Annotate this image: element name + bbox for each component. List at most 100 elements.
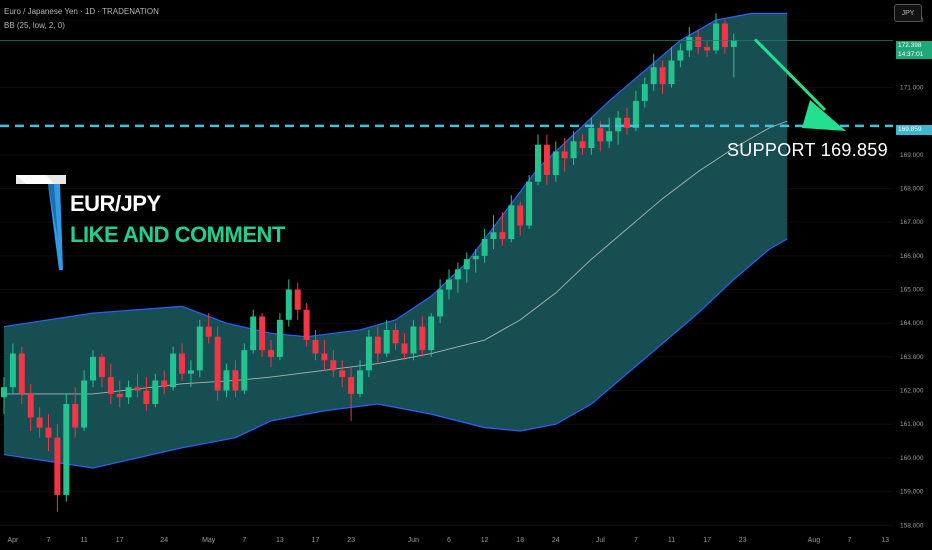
candle bbox=[730, 33, 737, 78]
time-tick-label: 7 bbox=[242, 537, 246, 544]
candle bbox=[446, 269, 452, 300]
time-tick-label: 12 bbox=[481, 537, 489, 544]
candle bbox=[472, 249, 479, 273]
candle-body bbox=[223, 370, 230, 391]
time-tick-label: 23 bbox=[739, 537, 747, 544]
candle bbox=[214, 326, 221, 401]
candle bbox=[526, 175, 533, 229]
candle bbox=[570, 131, 577, 165]
candle-body bbox=[383, 329, 390, 354]
candle bbox=[632, 90, 639, 132]
candle bbox=[668, 47, 675, 88]
candle-body bbox=[205, 326, 212, 337]
candle-body bbox=[508, 205, 515, 240]
candle-body bbox=[543, 144, 550, 176]
candle bbox=[659, 60, 666, 95]
indicator-legend[interactable]: BB (25, low, 2, 0) bbox=[4, 21, 65, 30]
candle-body bbox=[517, 205, 524, 226]
candle-body bbox=[54, 437, 61, 495]
candle bbox=[63, 393, 70, 502]
candle bbox=[454, 262, 461, 293]
candle bbox=[72, 387, 79, 438]
candle-body bbox=[650, 67, 657, 85]
candle-body bbox=[179, 353, 185, 374]
price-tick-label: 165.000 bbox=[900, 287, 924, 294]
candle-body bbox=[196, 326, 203, 371]
candle-body bbox=[330, 360, 337, 371]
candle bbox=[357, 360, 363, 398]
price-tick-label: 171.000 bbox=[900, 84, 924, 91]
candle-body bbox=[250, 316, 257, 351]
candle-body bbox=[410, 326, 417, 354]
price-tick-label: 162.000 bbox=[900, 388, 924, 395]
candle bbox=[721, 20, 728, 54]
candle-body bbox=[570, 141, 577, 159]
time-tick-label: Apr bbox=[7, 537, 19, 544]
time-axis[interactable]: Apr 7 11 17 24 May 7 13 17 23 Jun 6 12 18 24 Jul 7 11 17 23… bbox=[7, 537, 889, 544]
candle-body bbox=[721, 23, 728, 48]
time-tick-label: 11 bbox=[668, 537, 675, 544]
candle-body bbox=[321, 353, 328, 361]
price-tick-label: 168.000 bbox=[900, 185, 924, 192]
candle bbox=[18, 346, 25, 405]
candle-body bbox=[152, 380, 159, 405]
time-tick-label: 24 bbox=[160, 537, 168, 544]
candle-body bbox=[1, 387, 7, 398]
price-tick-label: 159.000 bbox=[900, 489, 924, 496]
candle-body bbox=[686, 36, 693, 51]
candle-body bbox=[27, 393, 34, 418]
candle bbox=[704, 40, 711, 58]
time-tick-label: 7 bbox=[848, 537, 852, 544]
candle bbox=[383, 319, 390, 357]
candle bbox=[276, 313, 283, 361]
candle bbox=[330, 350, 337, 378]
arrow-head-icon bbox=[802, 100, 846, 131]
time-tick-label: 17 bbox=[312, 537, 320, 544]
candle bbox=[499, 212, 506, 246]
candle bbox=[312, 329, 319, 361]
candle-body bbox=[499, 232, 506, 240]
candle-body bbox=[472, 255, 479, 260]
candle-body bbox=[303, 309, 310, 341]
candle-body bbox=[526, 181, 533, 226]
candle-body bbox=[730, 40, 737, 48]
candle-body bbox=[232, 370, 239, 391]
candle bbox=[508, 195, 515, 243]
time-tick-label: Jul bbox=[596, 537, 605, 544]
candle-body bbox=[704, 47, 711, 51]
candle-body bbox=[339, 370, 346, 378]
candle bbox=[232, 360, 239, 398]
candle-body bbox=[107, 377, 114, 394]
candle-body bbox=[606, 131, 613, 142]
candle bbox=[1, 377, 7, 415]
candle-body bbox=[624, 117, 630, 128]
candle bbox=[615, 111, 622, 145]
candle-body bbox=[143, 390, 150, 405]
candle bbox=[259, 313, 266, 357]
price-axis[interactable]: 158.000 159.000 160.000 161.000 162.000 163.0… bbox=[894, 0, 932, 550]
candle-body bbox=[63, 404, 70, 495]
time-tick-label: May bbox=[202, 537, 216, 544]
candle bbox=[170, 346, 177, 391]
candle bbox=[152, 373, 159, 408]
candle-body bbox=[535, 144, 541, 182]
candle-body bbox=[632, 100, 639, 128]
candle-body bbox=[454, 269, 461, 280]
candle-body bbox=[161, 380, 168, 388]
candle bbox=[143, 377, 150, 411]
price-axis-bg bbox=[894, 0, 932, 550]
time-tick-label: 11 bbox=[80, 537, 87, 544]
candle-body bbox=[392, 329, 399, 344]
candle bbox=[107, 363, 114, 405]
currency-button[interactable]: JPY bbox=[894, 4, 922, 22]
brand-pair: EUR/JPY bbox=[70, 191, 161, 216]
lower-band bbox=[3, 238, 788, 469]
candle-body bbox=[170, 353, 177, 388]
chart-title: Euro / Japanese Yen · 1D · TRADENATION bbox=[4, 7, 159, 16]
candle-body bbox=[268, 350, 274, 357]
candle bbox=[250, 309, 257, 354]
candle bbox=[419, 316, 426, 357]
candle-body bbox=[463, 259, 470, 270]
candle bbox=[490, 215, 497, 250]
